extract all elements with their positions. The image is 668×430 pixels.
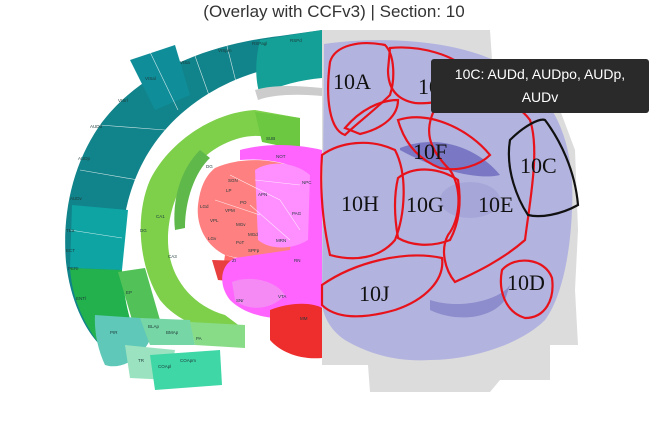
atlas-label-entl: ENTl xyxy=(76,296,86,301)
atlas-label-tea: TEa xyxy=(66,228,75,233)
atlas-label-lp: LP xyxy=(226,188,232,193)
atlas-label-vpl: VPL xyxy=(210,218,219,223)
tooltip-line-2: AUDv xyxy=(521,89,559,105)
atlas-label-blap: BLAp xyxy=(148,324,160,329)
atlas-label-mgv: MGv xyxy=(236,222,246,227)
atlas-label-visal: VISal xyxy=(145,76,156,81)
atlas-label-mrn: MRN xyxy=(276,238,286,243)
atlas-label-audv: AUDv xyxy=(70,196,83,201)
region-outline-10E[interactable] xyxy=(428,92,536,284)
region-label-10C: 10C xyxy=(520,153,557,178)
atlas-label-ca3: CA3 xyxy=(168,254,177,259)
atlas-label-pir: PIR xyxy=(110,330,118,335)
region-outline-10G[interactable] xyxy=(393,168,461,246)
atlas-label-ca1: CA1 xyxy=(156,214,165,219)
region-outline-10D[interactable] xyxy=(499,259,554,320)
region-outlines xyxy=(320,42,554,320)
atlas-label-pa: PA xyxy=(196,336,202,341)
region-label-10E: 10E xyxy=(478,192,513,217)
atlas-label-coapm: COApm xyxy=(180,358,196,363)
atlas-label-dg: DG xyxy=(206,164,213,169)
atlas-label-vta: VTA xyxy=(278,294,286,299)
atlas-label-visrl: VISrl xyxy=(118,98,128,103)
atlas-label-vispm: VISpm xyxy=(218,48,232,53)
region-label-10G: 10G xyxy=(406,192,444,217)
atlas-label-pag: PAG xyxy=(292,211,302,216)
atlas-label-pot: PoT xyxy=(236,240,245,245)
atlas-label-po: PO xyxy=(240,200,247,205)
atlas-label-spfp: SPFp xyxy=(248,248,260,253)
atlas-label-dg2: DG xyxy=(140,228,147,233)
region-label-10D: 10D xyxy=(507,270,545,295)
atlas-label-mm: MM xyxy=(300,316,308,321)
region-outline-10A-lower[interactable] xyxy=(343,98,400,136)
atlas-label-apn: APN xyxy=(258,192,267,197)
region-outline-10C[interactable] xyxy=(507,118,580,218)
atlas-label-ep: EP xyxy=(126,290,132,295)
atlas-label-snr: SNr xyxy=(236,298,244,303)
atlas-label-not: NOT xyxy=(276,154,286,159)
page-title: (Overlay with CCFv3) | Section: 10 xyxy=(203,2,465,21)
region-label-10A: 10A xyxy=(333,69,371,94)
region-label-10J: 10J xyxy=(359,281,390,306)
atlas-label-zi: ZI xyxy=(232,258,236,263)
atlas-label-rn: RN xyxy=(294,258,301,263)
tooltip-line-1: 10C: AUDd, AUDpo, AUDp, xyxy=(454,66,626,82)
atlas-label-lgd: LGd xyxy=(200,204,209,209)
region-outline-10F[interactable] xyxy=(396,116,492,171)
ccf-atlas-overlay: RSPd VISpm RSPagl VISa VISal VISrl AUDd … xyxy=(65,30,322,390)
atlas-label-tr: TR xyxy=(138,358,145,363)
atlas-label-mgd: MGd xyxy=(248,232,258,237)
atlas-label-npc: NPC xyxy=(302,180,312,185)
atlas-label-peri: PERI xyxy=(68,266,79,271)
hover-tooltip: 10C: AUDd, AUDpo, AUDp, AUDv xyxy=(431,59,649,113)
region-outline-10A[interactable] xyxy=(327,42,395,137)
atlas-label-audp: AUDp xyxy=(78,156,91,161)
atlas-label-coapl: COApl xyxy=(158,364,171,369)
region-label-10H: 10H xyxy=(341,191,379,216)
atlas-label-ect: ECT xyxy=(66,248,75,253)
atlas-label-rspd: RSPd xyxy=(290,38,302,43)
atlas-label-rspagl: RSPagl xyxy=(252,41,267,46)
region-label-10F: 10F xyxy=(413,139,447,164)
atlas-label-visa: VISa xyxy=(180,60,190,65)
atlas-label-lgv: LGv xyxy=(208,236,217,241)
atlas-label-bmap: BMAp xyxy=(166,330,179,335)
region-outline-10H[interactable] xyxy=(320,141,405,260)
atlas-label-vpm: VPM xyxy=(225,208,235,213)
atlas-label-audd: AUDd xyxy=(90,124,103,129)
nissl-section xyxy=(322,30,578,392)
region-outline-10J[interactable] xyxy=(320,254,444,318)
atlas-label-sgn: SGN xyxy=(228,178,238,183)
atlas-label-sub: SUB xyxy=(266,136,275,141)
